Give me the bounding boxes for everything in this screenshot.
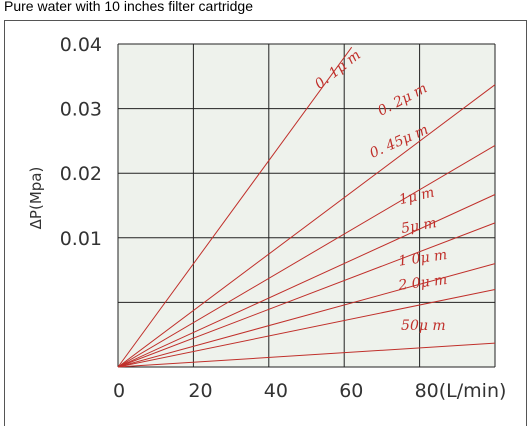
series-line-4 <box>117 222 496 368</box>
x-tick-label: 80(L/min) <box>415 380 507 402</box>
series-line-2 <box>117 144 496 368</box>
x-tick-label: 0 <box>113 380 125 402</box>
x-tick-label: 60 <box>339 380 363 402</box>
series-line-1 <box>117 84 496 368</box>
y-tick-label: 0.01 <box>60 228 102 250</box>
chart-title: Pure water with 10 inches filter cartrid… <box>4 0 253 14</box>
series-label-6: 2 0μ m <box>397 272 449 294</box>
y-tick-label: 0.03 <box>60 99 102 121</box>
series-line-0 <box>117 46 353 368</box>
plot-area <box>118 44 495 367</box>
chart-frame <box>4 20 527 426</box>
y-tick-label: 0.04 <box>60 34 102 56</box>
x-axis-ticks: 0 20 40 60 80(L/min) <box>113 380 506 402</box>
series-label-7: 50μ m <box>401 318 446 334</box>
series-line-5 <box>117 263 496 368</box>
x-tick-label: 40 <box>264 380 288 402</box>
y-axis-label: ΔP(Mpa) <box>27 167 45 230</box>
series-lines <box>117 46 496 368</box>
grid <box>117 43 496 368</box>
series-line-3 <box>117 194 496 368</box>
series-line-7 <box>117 342 496 368</box>
series-label-3: 1μ m <box>398 185 436 209</box>
x-tick-label: 20 <box>188 380 212 402</box>
y-tick-label: 0.02 <box>60 163 102 185</box>
series-label-4: 5μ m <box>400 215 438 237</box>
series-label-5: 1 0μ m <box>397 247 448 270</box>
y-axis-ticks: 0.01 0.02 0.03 0.04 <box>60 34 102 250</box>
series-line-6 <box>117 289 496 368</box>
